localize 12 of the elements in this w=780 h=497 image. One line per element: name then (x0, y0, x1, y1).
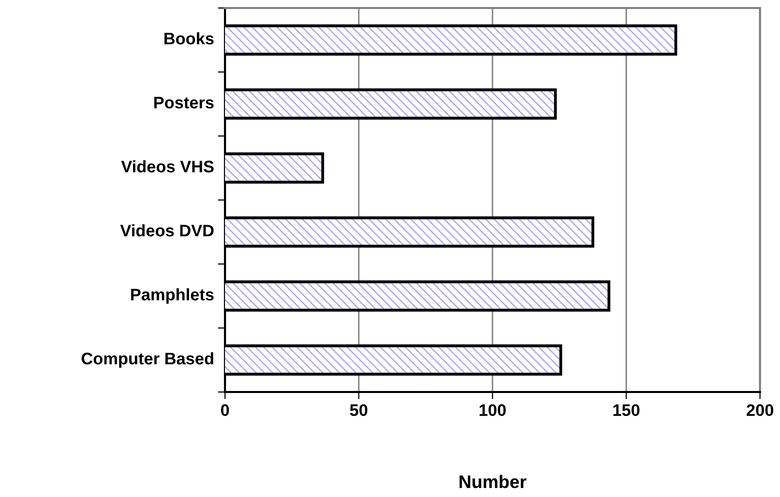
x-axis-title: Number (460, 474, 526, 488)
y-tick-label: Pamphlets (131, 288, 214, 304)
x-tick-label: 150 (613, 404, 640, 416)
y-tick-label: Videos VHS (121, 160, 214, 172)
x-tick-label: 100 (480, 404, 506, 416)
y-tick-label: Books (164, 32, 214, 44)
y-tick-label: Videos DVD (120, 224, 214, 236)
y-tick-label: Computer Based (82, 352, 214, 368)
y-tick-label: Posters (154, 96, 214, 108)
x-tick-label: 0 (221, 404, 229, 416)
x-tick-label: 50 (350, 404, 368, 416)
x-tick-label: 200 (746, 404, 774, 416)
